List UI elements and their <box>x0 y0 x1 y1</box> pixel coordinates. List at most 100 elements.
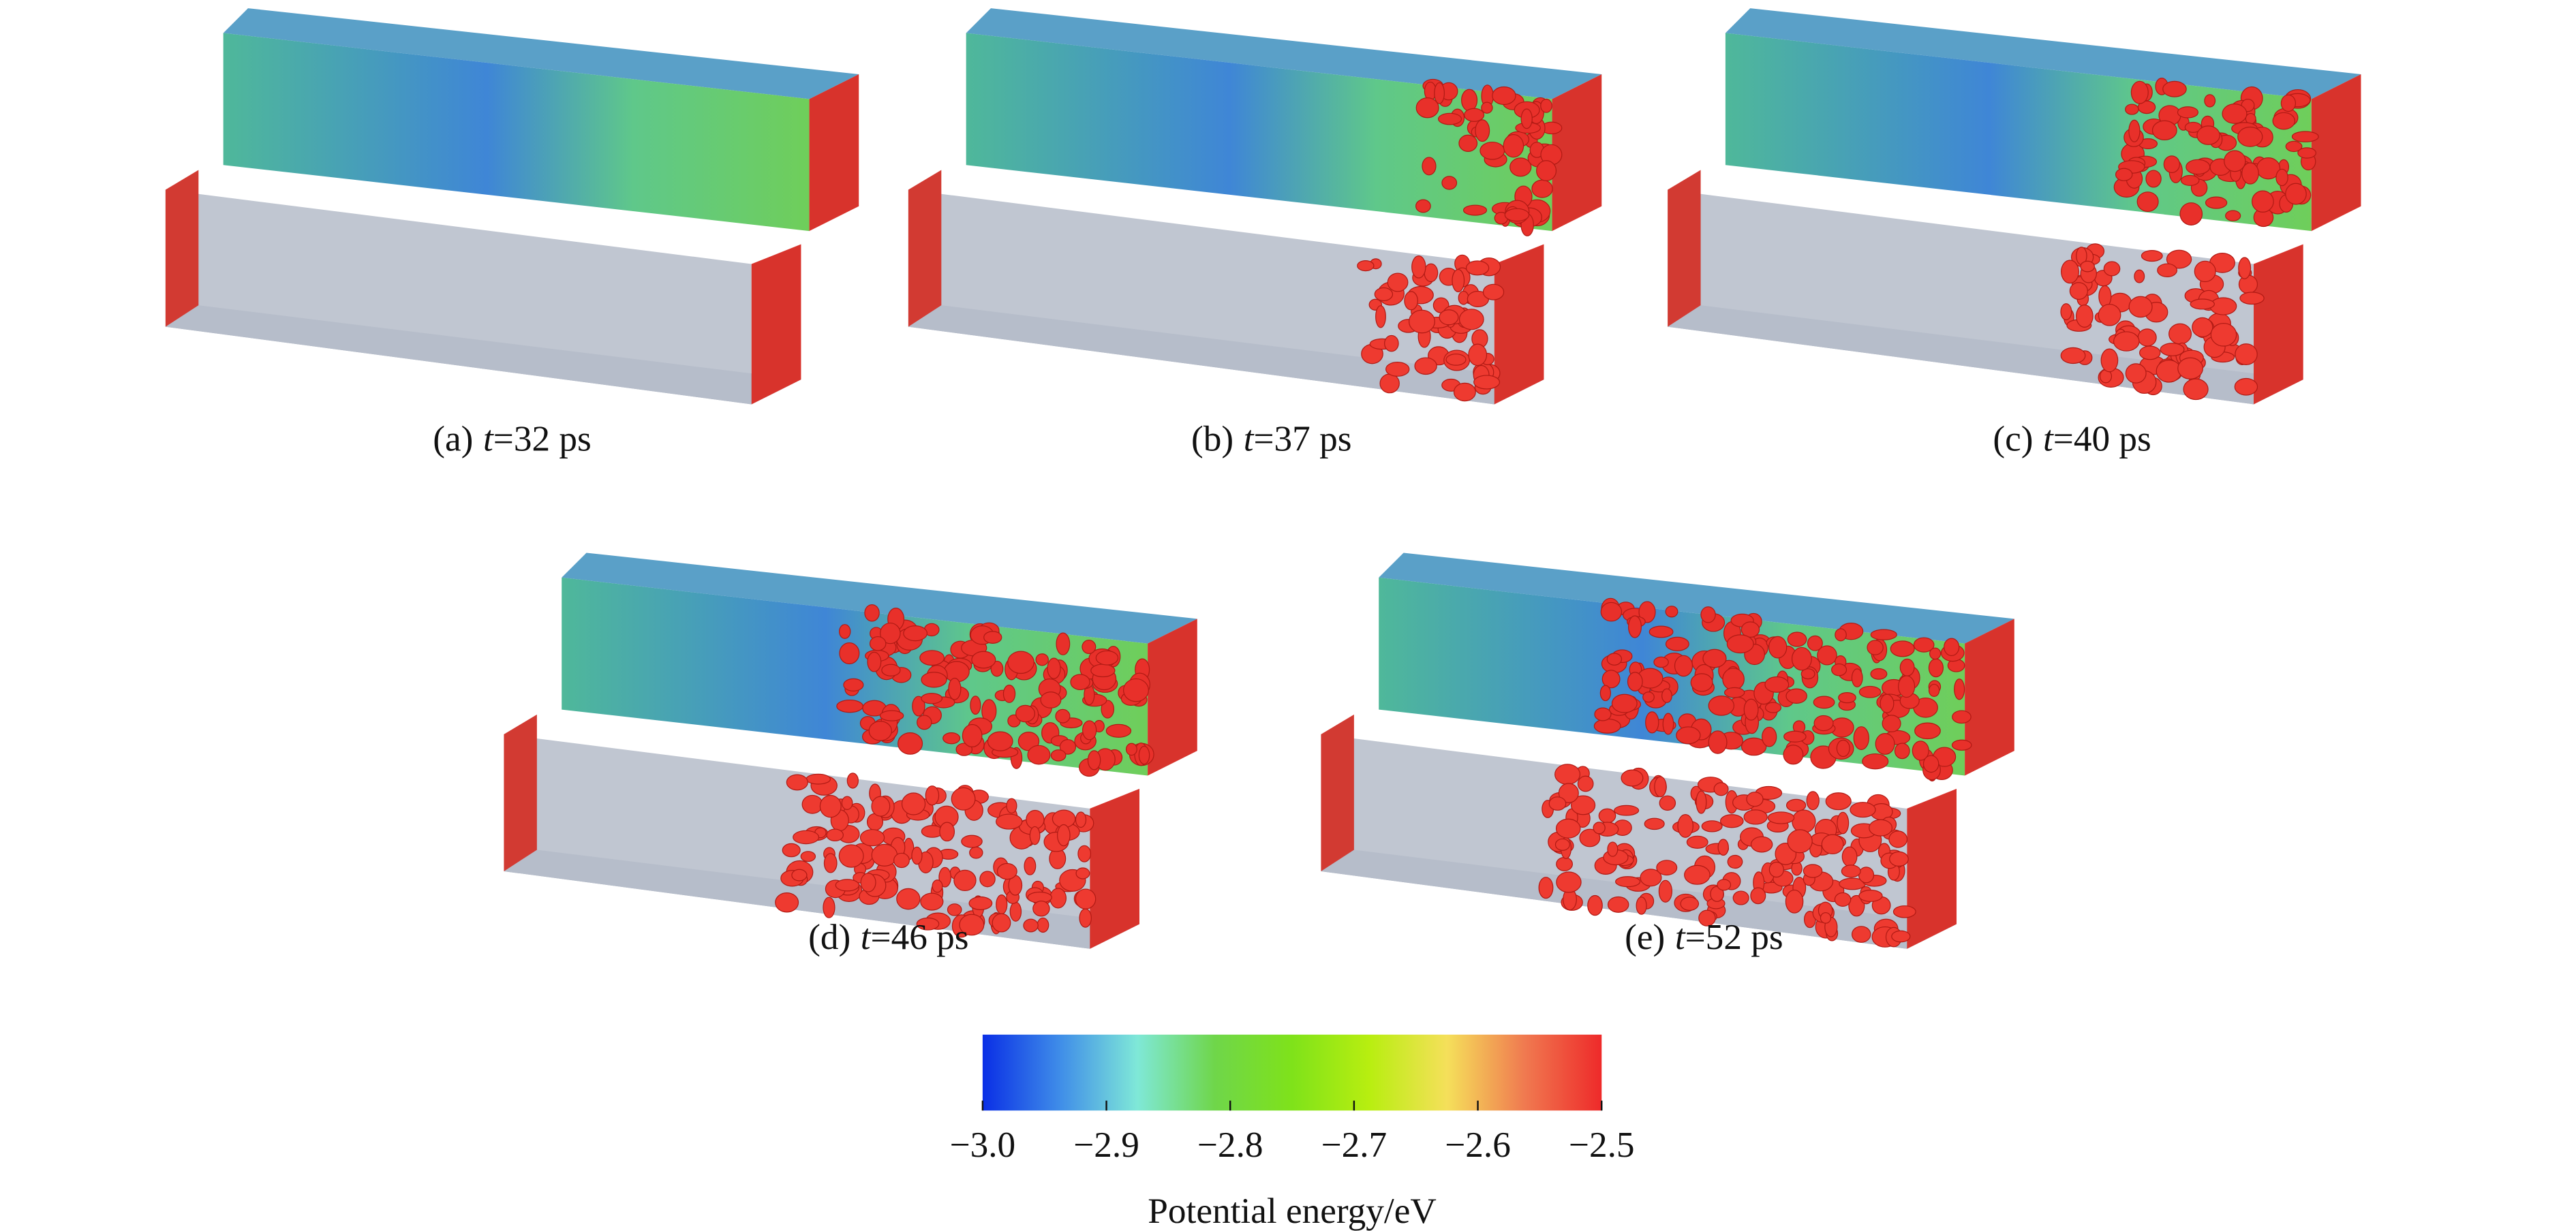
cluster <box>1890 640 1915 657</box>
cluster <box>836 699 863 713</box>
cluster <box>1821 834 1844 855</box>
cluster <box>969 846 983 859</box>
cluster <box>1803 864 1823 878</box>
cluster <box>2166 249 2192 269</box>
cluster <box>1556 856 1574 871</box>
cluster <box>791 869 808 882</box>
tick-label: −2.8 <box>1197 1125 1263 1165</box>
cluster <box>1050 749 1067 762</box>
cluster <box>1787 632 1807 647</box>
panel: (a) t=32 ps <box>165 8 859 458</box>
cluster <box>1579 828 1601 847</box>
cluster <box>1627 615 1642 638</box>
cluster <box>846 773 859 789</box>
cluster <box>2179 202 2203 225</box>
cluster <box>947 903 962 916</box>
cluster <box>1468 343 1488 367</box>
cluster <box>1414 357 1437 375</box>
cluster <box>896 888 921 910</box>
cluster <box>1475 119 1490 142</box>
cluster <box>1835 628 1847 642</box>
cluster <box>1665 606 1678 618</box>
cluster <box>901 792 926 815</box>
cluster <box>2177 357 2204 379</box>
box-end-face <box>1552 74 1602 232</box>
cluster <box>1101 700 1115 719</box>
cluster <box>838 844 864 868</box>
cluster <box>2060 303 2072 321</box>
cluster <box>1599 685 1611 702</box>
cluster <box>871 843 898 867</box>
cluster <box>1661 688 1672 703</box>
cluster <box>1928 658 1944 678</box>
cluster <box>1037 917 1049 933</box>
cluster <box>1482 283 1505 300</box>
cluster <box>2145 170 2162 188</box>
cluster <box>970 696 981 715</box>
cluster <box>921 672 947 688</box>
cluster <box>1452 268 1465 292</box>
cluster <box>996 894 1008 915</box>
cluster <box>1768 636 1788 659</box>
panel-label: (d) <box>808 917 850 957</box>
cluster <box>2272 112 2296 130</box>
cluster <box>1913 637 1935 653</box>
cluster <box>1357 260 1375 272</box>
cluster <box>1875 733 1895 755</box>
cluster <box>1710 886 1724 902</box>
cluster <box>1023 918 1039 933</box>
cluster <box>1783 745 1804 765</box>
panel-label: (c) <box>1993 418 2033 458</box>
cluster <box>2297 147 2316 159</box>
cluster <box>1409 309 1435 334</box>
time-value: =32 ps <box>493 418 592 458</box>
cluster <box>1462 204 1488 216</box>
box-top-face <box>223 8 859 99</box>
cluster <box>1783 730 1807 743</box>
cluster <box>1680 897 1700 911</box>
cluster <box>1090 664 1116 678</box>
cluster <box>1869 819 1893 837</box>
cluster <box>1638 601 1656 623</box>
cluster <box>1415 97 1439 119</box>
cluster <box>1853 726 1869 750</box>
cluster <box>823 897 835 918</box>
cluster <box>996 862 1017 880</box>
cluster <box>1481 102 1493 114</box>
cluster <box>1831 663 1847 676</box>
cluster <box>1385 362 1410 377</box>
panel: (b) t=37 ps <box>908 8 1602 458</box>
cluster <box>1746 792 1764 807</box>
cluster <box>1838 692 1856 704</box>
cluster <box>1558 783 1579 803</box>
cluster <box>1027 745 1051 765</box>
cluster <box>1841 864 1861 878</box>
cluster <box>880 622 901 644</box>
cluster <box>1698 909 1716 926</box>
cluster <box>1006 798 1017 814</box>
cluster <box>903 625 928 642</box>
cluster <box>2238 257 2252 279</box>
box-end-face <box>1321 714 1354 871</box>
cluster <box>801 794 823 814</box>
time-variable: t <box>2043 418 2054 458</box>
cluster <box>1636 897 1647 915</box>
cluster <box>1009 901 1022 922</box>
cluster <box>1024 856 1037 875</box>
box-end-face <box>908 170 942 327</box>
cluster <box>1700 606 1716 623</box>
cluster <box>1834 892 1852 907</box>
cluster <box>1686 835 1708 849</box>
panel-caption: (a) t=32 ps <box>433 418 591 458</box>
cluster <box>2141 250 2163 262</box>
cluster <box>2151 120 2177 141</box>
cluster <box>1813 715 1834 732</box>
panel-label: (e) <box>1625 917 1665 957</box>
cluster <box>912 696 925 717</box>
cluster <box>1665 636 1689 651</box>
cluster <box>1032 901 1050 917</box>
cluster <box>1928 683 1940 698</box>
cluster <box>2225 210 2241 221</box>
cluster <box>1607 896 1629 913</box>
